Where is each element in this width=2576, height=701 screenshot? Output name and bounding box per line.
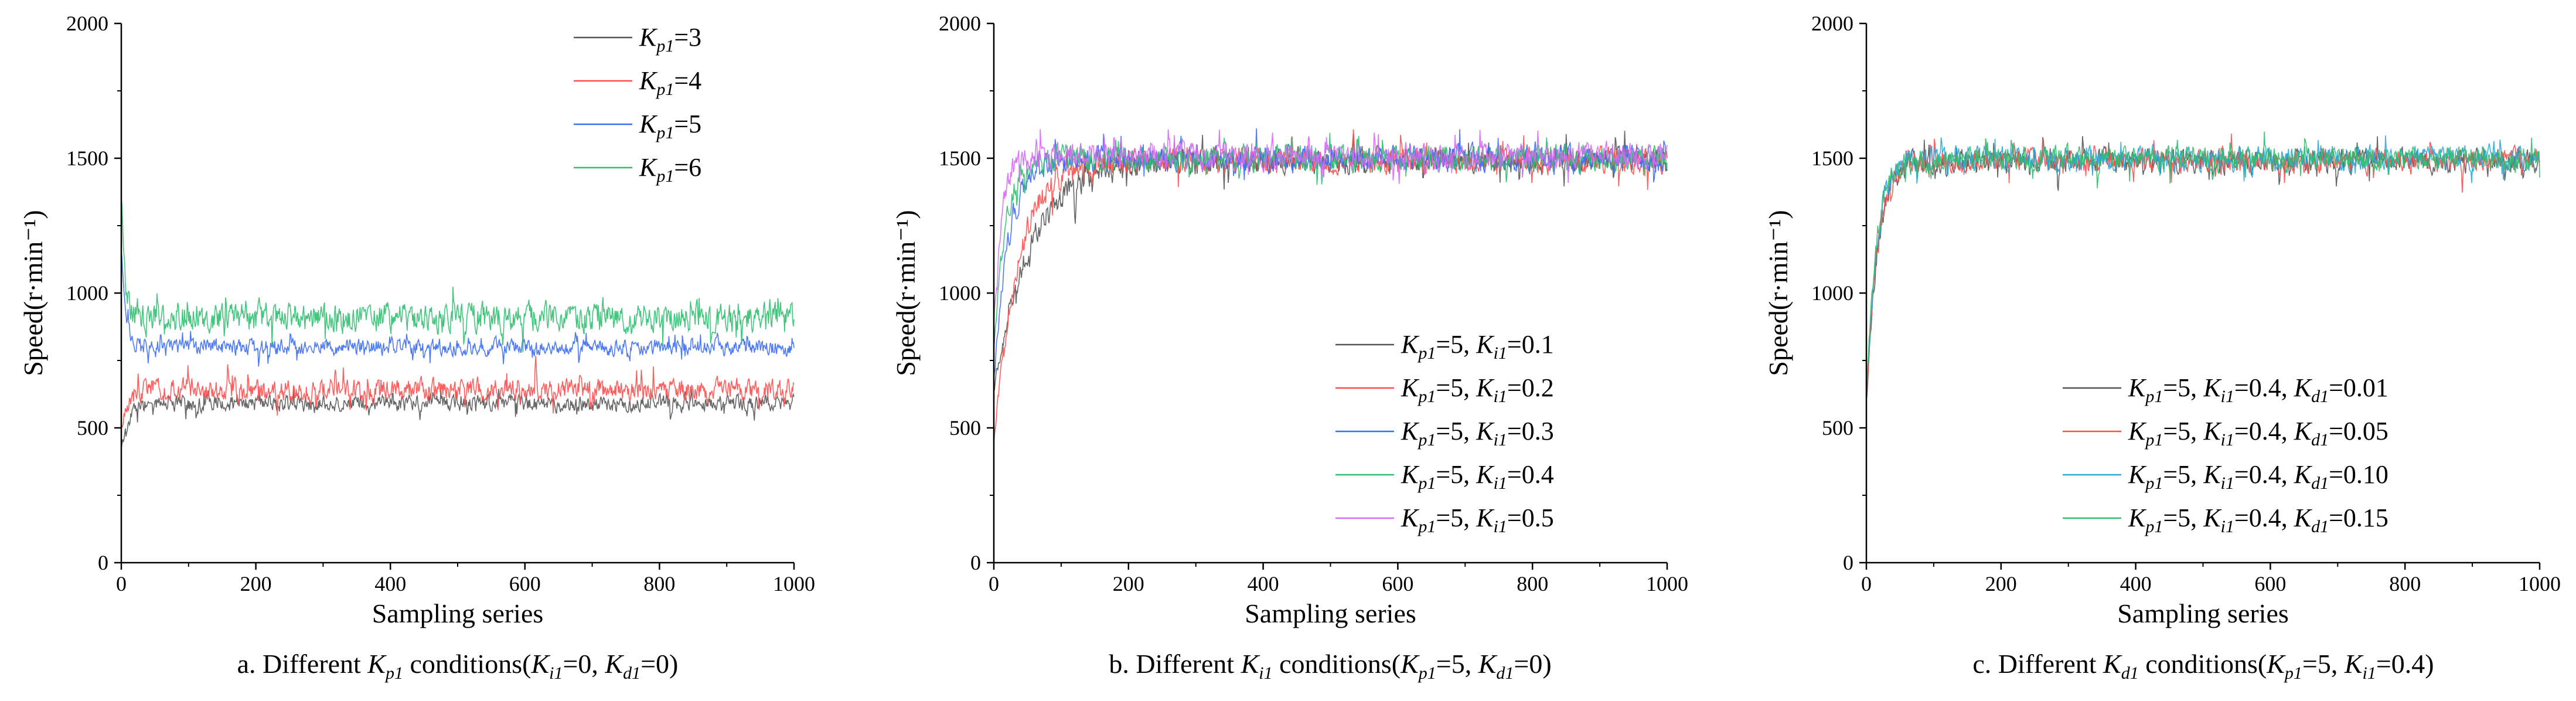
x-tick-label-a-4: 800 — [643, 572, 675, 595]
legend-label-b-2: Kp1=5, Ki1=0.2 — [1401, 373, 1554, 406]
y-tick-label-b-0: 0 — [970, 551, 981, 574]
x-axis-title-a: Sampling series — [372, 598, 544, 628]
y-tick-label-b-4: 2000 — [939, 12, 981, 35]
x-axis-title-b: Sampling series — [1245, 598, 1416, 628]
series-line-c-2 — [1866, 133, 2540, 396]
series-line-b-3 — [993, 128, 1668, 378]
x-tick-label-a-5: 1000 — [773, 572, 815, 595]
y-tick-label-b-2: 1000 — [939, 281, 981, 305]
y-tick-label-b-3: 1500 — [939, 147, 981, 170]
caption-a: a. Different Kp1 conditions(Ki1=0, Kd1=0… — [237, 649, 679, 683]
y-axis-title-c: Speed(r·min⁻¹) — [1763, 210, 1793, 376]
caption-b: b. Different Ki1 conditions(Kp1=5, Kd1=0… — [1109, 649, 1551, 683]
series-line-b-5 — [993, 129, 1668, 324]
series-line-c-4 — [1866, 131, 2540, 386]
legend-c: Kp1=5, Ki1=0.4, Kd1=0.01 Kp1=5, Ki1=0.4, … — [2063, 373, 2388, 536]
y-tick-label-a-3: 1500 — [66, 147, 108, 170]
y-tick-label-a-1: 500 — [77, 416, 108, 440]
legend-label-b-4: Kp1=5, Ki1=0.4 — [1401, 460, 1554, 493]
y-tick-label-a-0: 0 — [98, 551, 108, 574]
legend-b: Kp1=5, Ki1=0.1 Kp1=5, Ki1=0.2 Kp1=5, Ki1=0… — [1335, 330, 1554, 536]
x-tick-label-b-5: 1000 — [1646, 572, 1688, 595]
x-tick-label-c-2: 400 — [2120, 572, 2152, 595]
series-line-a-4 — [121, 197, 795, 353]
legend-label-b-5: Kp1=5, Ki1=0.5 — [1401, 503, 1554, 536]
chart-panel-a: 0 200 400 600 800 1000 0 500 1000 1500 2000 Samplin… — [18, 12, 815, 683]
legend-label-c-3: Kp1=5, Ki1=0.4, Kd1=0.10 — [2128, 460, 2388, 493]
caption-c: c. Different Kd1 conditions(Kp1=5, Ki1=0… — [1972, 649, 2434, 683]
y-axis-title-a: Speed(r·min⁻¹) — [18, 210, 48, 376]
series-line-a-1 — [121, 387, 795, 449]
legend-label-c-1: Kp1=5, Ki1=0.4, Kd1=0.01 — [2128, 373, 2388, 406]
x-tick-label-b-0: 0 — [989, 572, 999, 595]
x-tick-label-a-1: 200 — [240, 572, 272, 595]
series-line-a-2 — [121, 356, 795, 428]
y-tick-label-c-0: 0 — [1843, 551, 1853, 574]
y-tick-label-c-4: 2000 — [1811, 12, 1853, 35]
legend-label-b-1: Kp1=5, Ki1=0.1 — [1401, 330, 1554, 363]
series-line-c-1 — [1866, 136, 2540, 402]
x-tick-label-c-4: 800 — [2389, 572, 2421, 595]
x-tick-label-c-0: 0 — [1861, 572, 1872, 595]
x-tick-label-a-2: 400 — [374, 572, 406, 595]
x-tick-label-b-1: 200 — [1113, 572, 1144, 595]
x-axis-title-c: Sampling series — [2117, 598, 2289, 628]
y-tick-label-a-2: 1000 — [66, 281, 108, 305]
y-tick-label-a-4: 2000 — [66, 12, 108, 35]
chart-panel-b: 0 200 400 600 800 1000 0 500 1000 1500 2000 Samplin… — [891, 12, 1688, 683]
y-tick-label-c-2: 1000 — [1811, 281, 1853, 305]
legend-a: Kp1=3 Kp1=4 Kp1=5 Kp1=6 — [574, 23, 701, 186]
y-tick-label-b-1: 500 — [949, 416, 981, 440]
legend-label-a-3: Kp1=5 — [639, 110, 701, 142]
series-line-a-3 — [121, 251, 795, 367]
series-group-a — [121, 197, 795, 449]
x-tick-label-c-1: 200 — [1985, 572, 2017, 595]
legend-label-c-4: Kp1=5, Ki1=0.4, Kd1=0.15 — [2128, 503, 2388, 536]
series-group-b — [993, 128, 1668, 445]
x-tick-label-a-0: 0 — [116, 572, 127, 595]
x-tick-label-b-2: 400 — [1248, 572, 1279, 595]
legend-label-c-2: Kp1=5, Ki1=0.4, Kd1=0.05 — [2128, 417, 2388, 450]
x-tick-label-b-3: 600 — [1382, 572, 1413, 595]
x-tick-label-c-5: 1000 — [2519, 572, 2561, 595]
chart-panel-c: 0 200 400 600 800 1000 0 500 1000 1500 2000 Samplin… — [1763, 12, 2561, 683]
y-axis-title-b: Speed(r·min⁻¹) — [891, 210, 921, 376]
legend-label-a-4: Kp1=6 — [639, 153, 701, 186]
series-group-c — [1866, 131, 2540, 402]
y-tick-label-c-1: 500 — [1822, 416, 1853, 440]
legend-label-a-2: Kp1=4 — [639, 66, 701, 99]
series-line-b-2 — [993, 129, 1668, 445]
series-line-c-3 — [1866, 135, 2540, 391]
x-tick-label-b-4: 800 — [1517, 572, 1548, 595]
legend-label-a-1: Kp1=3 — [639, 23, 701, 56]
legend-label-b-3: Kp1=5, Ki1=0.3 — [1401, 417, 1554, 450]
x-tick-label-a-3: 600 — [509, 572, 541, 595]
x-tick-label-c-3: 600 — [2254, 572, 2286, 595]
y-tick-label-c-3: 1500 — [1811, 147, 1853, 170]
